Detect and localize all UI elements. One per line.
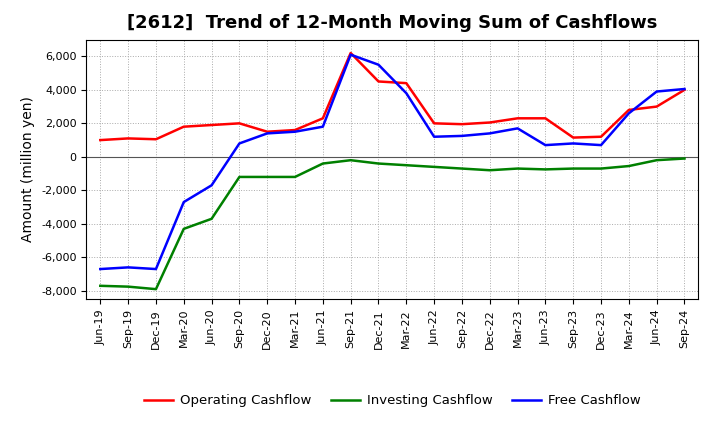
Y-axis label: Amount (million yen): Amount (million yen) (22, 96, 35, 242)
Operating Cashflow (430, 121, 438, 126)
Investing Cashflow (485, 168, 494, 173)
Investing Cashflow (263, 174, 271, 180)
Free Cashflow (652, 89, 661, 94)
Operating Cashflow (624, 107, 633, 113)
Free Cashflow (152, 266, 161, 271)
Investing Cashflow (346, 158, 355, 163)
Free Cashflow (179, 199, 188, 205)
Investing Cashflow (513, 166, 522, 171)
Investing Cashflow (291, 174, 300, 180)
Free Cashflow (124, 265, 132, 270)
Free Cashflow (235, 141, 243, 146)
Free Cashflow (541, 143, 550, 148)
Investing Cashflow (207, 216, 216, 221)
Operating Cashflow (207, 122, 216, 128)
Free Cashflow (346, 52, 355, 57)
Free Cashflow (430, 134, 438, 139)
Operating Cashflow (541, 116, 550, 121)
Line: Free Cashflow: Free Cashflow (100, 55, 685, 269)
Operating Cashflow (374, 79, 383, 84)
Investing Cashflow (597, 166, 606, 171)
Free Cashflow (291, 129, 300, 134)
Investing Cashflow (541, 167, 550, 172)
Line: Investing Cashflow: Investing Cashflow (100, 158, 685, 289)
Operating Cashflow (235, 121, 243, 126)
Investing Cashflow (152, 286, 161, 292)
Free Cashflow (485, 131, 494, 136)
Investing Cashflow (624, 163, 633, 169)
Free Cashflow (680, 86, 689, 92)
Free Cashflow (374, 62, 383, 67)
Investing Cashflow (458, 166, 467, 171)
Investing Cashflow (569, 166, 577, 171)
Free Cashflow (624, 110, 633, 116)
Operating Cashflow (513, 116, 522, 121)
Investing Cashflow (235, 174, 243, 180)
Operating Cashflow (346, 50, 355, 55)
Operating Cashflow (569, 135, 577, 140)
Free Cashflow (263, 131, 271, 136)
Investing Cashflow (374, 161, 383, 166)
Investing Cashflow (402, 162, 410, 168)
Free Cashflow (569, 141, 577, 146)
Operating Cashflow (152, 136, 161, 142)
Line: Operating Cashflow: Operating Cashflow (100, 53, 685, 140)
Investing Cashflow (680, 156, 689, 161)
Operating Cashflow (179, 124, 188, 129)
Operating Cashflow (597, 134, 606, 139)
Free Cashflow (402, 91, 410, 96)
Investing Cashflow (96, 283, 104, 289)
Investing Cashflow (124, 284, 132, 289)
Operating Cashflow (680, 87, 689, 92)
Operating Cashflow (318, 116, 327, 121)
Title: [2612]  Trend of 12-Month Moving Sum of Cashflows: [2612] Trend of 12-Month Moving Sum of C… (127, 15, 657, 33)
Free Cashflow (96, 266, 104, 271)
Free Cashflow (318, 124, 327, 129)
Operating Cashflow (291, 128, 300, 133)
Operating Cashflow (96, 137, 104, 143)
Operating Cashflow (485, 120, 494, 125)
Investing Cashflow (179, 226, 188, 231)
Free Cashflow (458, 133, 467, 139)
Operating Cashflow (124, 136, 132, 141)
Operating Cashflow (263, 129, 271, 134)
Operating Cashflow (652, 104, 661, 109)
Free Cashflow (597, 143, 606, 148)
Legend: Operating Cashflow, Investing Cashflow, Free Cashflow: Operating Cashflow, Investing Cashflow, … (139, 389, 646, 412)
Investing Cashflow (652, 158, 661, 163)
Operating Cashflow (458, 121, 467, 127)
Free Cashflow (513, 126, 522, 131)
Investing Cashflow (318, 161, 327, 166)
Operating Cashflow (402, 81, 410, 86)
Investing Cashflow (430, 164, 438, 169)
Free Cashflow (207, 183, 216, 188)
